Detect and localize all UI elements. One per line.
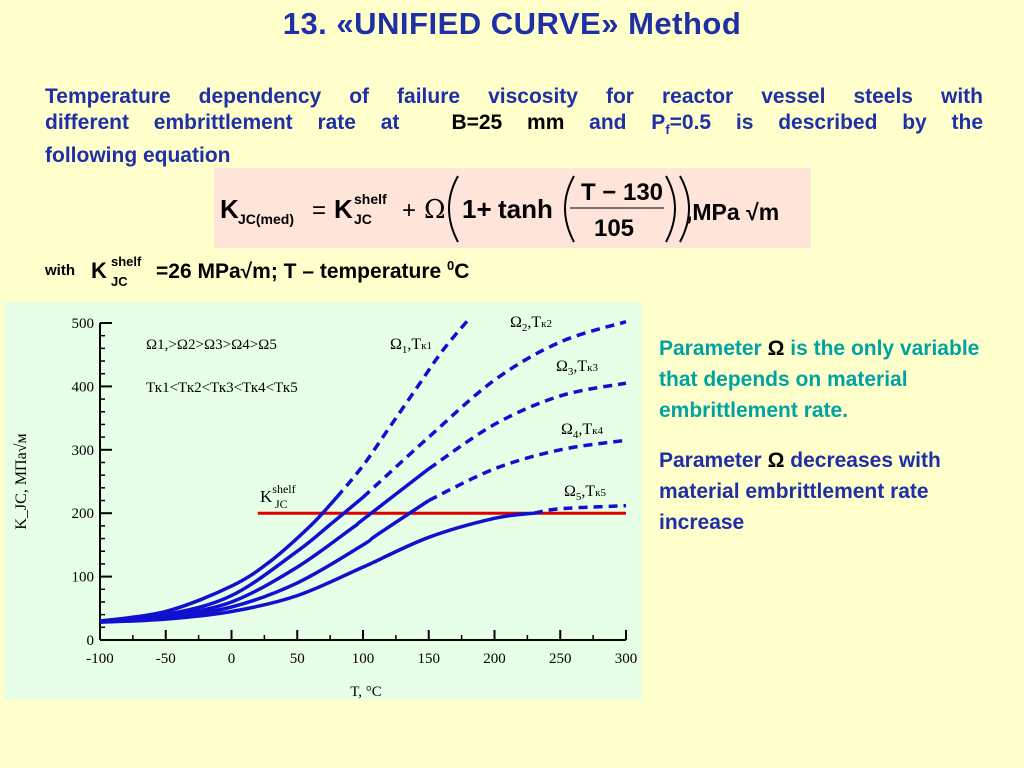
intro-line-2: different embrittlement rate at B=25 mm a… [45, 111, 984, 138]
legend-temperature-order: Тк1<Тк2<Тк3<Тк4<Тк5 [146, 380, 298, 396]
x-tick-label: 50 [290, 651, 305, 667]
y-tick-label: 100 [72, 570, 95, 586]
side-notes: Parameter Ω is the only variable that de… [659, 333, 1004, 557]
x-tick-label: 300 [615, 651, 638, 667]
eq-k-shelf-sub: JC [354, 211, 372, 227]
curve-dashed-2 [361, 320, 627, 499]
curve-dashed-4 [428, 438, 627, 503]
intro-thickness: B=25 mm [451, 111, 565, 134]
x-tick-label: 200 [483, 651, 506, 667]
x-tick-label: 150 [418, 651, 441, 667]
eq-outer-paren-right [679, 175, 690, 243]
note-2: Parameter Ω decreases with material embr… [659, 449, 941, 534]
eq-omega: Ω [424, 195, 446, 225]
x-tick-label: 100 [352, 651, 375, 667]
curve-label-5: Ω5,Тк5 [564, 483, 607, 503]
intro-line-3: following equation [45, 144, 231, 168]
y-axis-label: K_JC, МПа√м [13, 433, 30, 529]
legend-omega-order: Ω1,>Ω2>Ω3>Ω4>Ω5 [146, 337, 277, 353]
eq-plus: + [402, 197, 416, 224]
note-1: Parameter Ω is the only variable that de… [659, 337, 980, 422]
curve-solid-1 [99, 496, 338, 623]
y-tick-label: 300 [72, 443, 95, 459]
y-tick-label: 400 [72, 379, 95, 395]
equation: K JC(med) = K shelf JC + Ω 1+ tanh T − 1… [220, 175, 779, 243]
intro-line-1: Temperature dependency of failure viscos… [45, 85, 983, 108]
y-tick-label: 0 [87, 633, 95, 649]
curve-solid-5 [99, 511, 535, 624]
eq-outer-paren-left [448, 175, 459, 243]
x-tick-label: -100 [86, 651, 114, 667]
curve-label-3: Ω3,Тк3 [556, 358, 599, 378]
slide-title: 13. «UNIFIED CURVE» Method [282, 6, 742, 41]
curve-solid-4 [99, 499, 430, 623]
y-tick-label: 200 [72, 506, 95, 522]
curve-dashed-3 [427, 381, 627, 471]
x-tick-label: -50 [156, 651, 176, 667]
curve-dashed-5 [533, 503, 627, 515]
eq-inner-paren-left [564, 175, 575, 243]
eq-tanh: tanh [498, 194, 553, 224]
eq-k-shelf-sup: shelf [354, 191, 387, 207]
shelf-label: Kshelf JC [260, 482, 296, 511]
eq-equals: = [312, 197, 326, 224]
eq-denominator: 105 [594, 215, 634, 242]
intro-text: Temperature dependency of failure viscos… [45, 84, 983, 169]
eq-inner-paren-right [665, 175, 676, 243]
x-tick-label: 0 [228, 651, 236, 667]
eq-one-plus: 1+ [462, 194, 492, 224]
equation-box: K JC(med) = K shelf JC + Ω 1+ tanh T − 1… [214, 168, 811, 248]
eq-k-shelf: K [334, 194, 353, 224]
chart-panel: 0 100 200 300 400 500 -100 -50 0 50 100 150 200 250 30… [4, 302, 642, 700]
y-tick-label: 500 [72, 316, 95, 332]
curve-dashed-1 [335, 318, 470, 499]
x-tick-label: 250 [549, 651, 572, 667]
x-axis-label: T, °C [350, 684, 382, 700]
curve-label-1: Ω1,Тк1 [390, 336, 432, 356]
eq-numerator: T − 130 [581, 179, 663, 206]
eq-lhs-sub: JC(med) [238, 211, 294, 227]
eq-unit: ,MPa √m [686, 199, 779, 225]
eq-lhs-k: K [220, 194, 239, 224]
curve-label-4: Ω4,Тк4 [561, 421, 604, 441]
curve-label-2: Ω2,Тк2 [510, 314, 552, 334]
unified-curve-chart: 0 100 200 300 400 500 -100 -50 0 50 100 150 200 250 30… [13, 314, 638, 700]
